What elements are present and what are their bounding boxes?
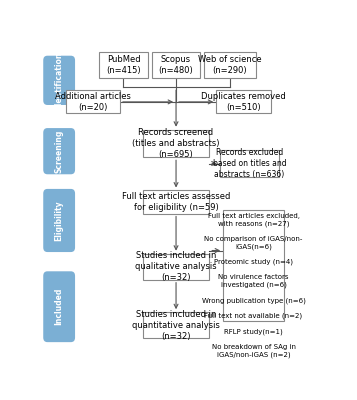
Text: Studies included in
qualitative analysis
(n=32): Studies included in qualitative analysis… bbox=[135, 251, 217, 282]
Text: Scopus
(n=480): Scopus (n=480) bbox=[159, 55, 193, 75]
Text: Records excluded
based on titles and
abstracts (n=636): Records excluded based on titles and abs… bbox=[212, 148, 286, 179]
FancyBboxPatch shape bbox=[43, 56, 75, 105]
FancyBboxPatch shape bbox=[143, 190, 209, 214]
FancyBboxPatch shape bbox=[223, 210, 284, 320]
FancyBboxPatch shape bbox=[43, 189, 75, 252]
Text: Full text articles assessed
for eligibility (n=59): Full text articles assessed for eligibil… bbox=[122, 192, 230, 212]
FancyBboxPatch shape bbox=[99, 52, 148, 78]
FancyBboxPatch shape bbox=[220, 150, 279, 176]
FancyBboxPatch shape bbox=[143, 254, 209, 280]
Text: PubMed
(n=415): PubMed (n=415) bbox=[106, 55, 141, 75]
FancyBboxPatch shape bbox=[216, 90, 272, 114]
Text: Records screened
(titles and abstracts)
(n=695): Records screened (titles and abstracts) … bbox=[132, 128, 220, 159]
FancyBboxPatch shape bbox=[143, 130, 209, 157]
Text: Additional articles
(n=20): Additional articles (n=20) bbox=[55, 92, 131, 112]
FancyBboxPatch shape bbox=[66, 90, 120, 114]
Text: Eligibility: Eligibility bbox=[55, 200, 64, 241]
FancyBboxPatch shape bbox=[152, 52, 200, 78]
Text: Full text articles excluded,
with reasons (n=27)

No comparison of iGAS/non-
iGA: Full text articles excluded, with reason… bbox=[202, 213, 306, 358]
Text: Studies included in
quantitative analysis
(n=32): Studies included in quantitative analysi… bbox=[132, 310, 220, 341]
Text: Included: Included bbox=[55, 288, 64, 326]
FancyBboxPatch shape bbox=[205, 52, 256, 78]
Text: Web of science
(n=290): Web of science (n=290) bbox=[198, 55, 262, 75]
FancyBboxPatch shape bbox=[43, 128, 75, 174]
Text: Identification: Identification bbox=[55, 51, 64, 110]
FancyBboxPatch shape bbox=[43, 271, 75, 342]
Text: Duplicates removed
(n=510): Duplicates removed (n=510) bbox=[201, 92, 286, 112]
Text: Screening: Screening bbox=[55, 130, 64, 173]
FancyBboxPatch shape bbox=[143, 312, 209, 338]
